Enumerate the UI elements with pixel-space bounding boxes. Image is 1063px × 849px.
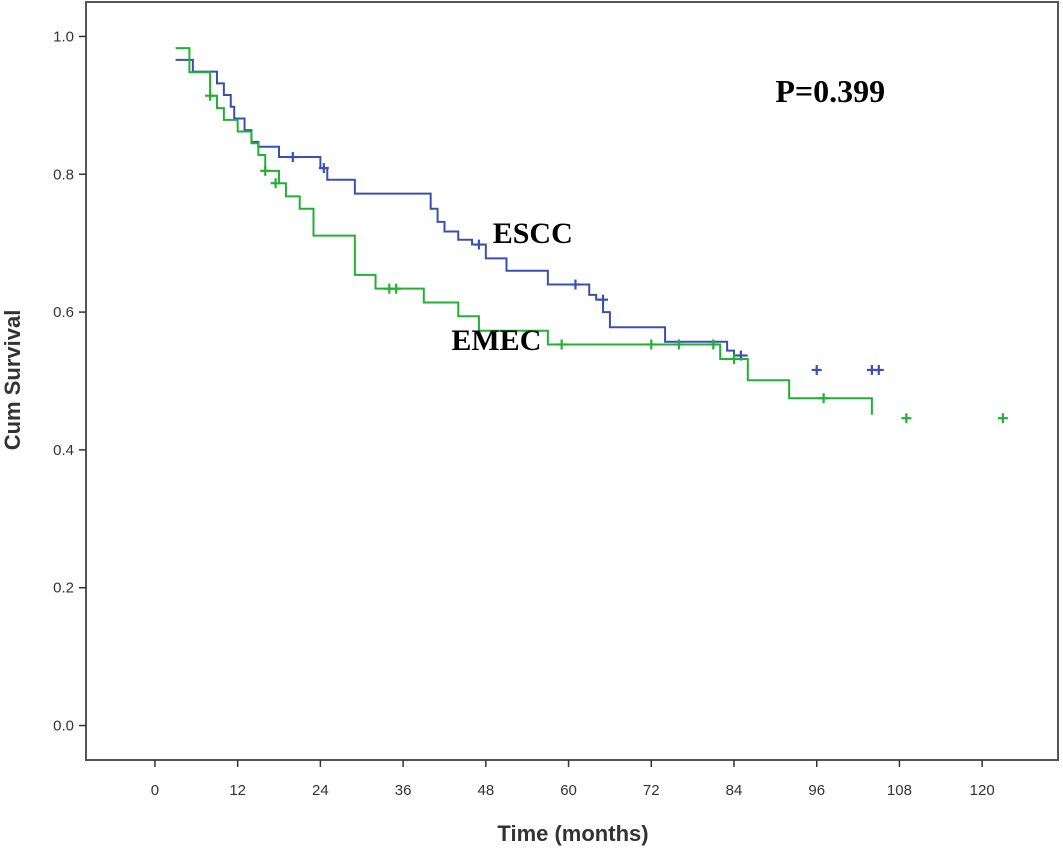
- escc-censor-mark: [598, 294, 609, 305]
- label-group: Cum Survival Time (months) P=0.399 ESCC E…: [0, 73, 885, 846]
- x-tick-label: 72: [643, 782, 660, 799]
- emec-censor-mark: [708, 339, 719, 350]
- emec-censor-mark: [391, 283, 402, 294]
- y-tick-label: 0.6: [53, 304, 74, 321]
- x-tick-label: 12: [229, 782, 246, 799]
- p-value-annotation: P=0.399: [775, 73, 885, 109]
- y-tick-label: 0.4: [53, 442, 74, 459]
- y-tick-label: 0.0: [53, 718, 74, 735]
- emec-censor-mark: [646, 339, 657, 350]
- escc-censor-mark: [318, 163, 329, 174]
- emec-censor-mark: [729, 353, 739, 364]
- x-tick-label: 108: [887, 782, 912, 799]
- emec-censor-mark: [205, 90, 216, 101]
- emec-censor-mark: [818, 393, 829, 404]
- series-label-escc: ESCC: [493, 217, 573, 250]
- x-tick-label: 84: [726, 782, 743, 799]
- escc-censor-mark: [811, 364, 822, 375]
- series-label-emec: EMEC: [451, 324, 541, 357]
- x-tick-label: 60: [560, 782, 577, 799]
- x-tick-label: 48: [477, 782, 494, 799]
- x-axis: 0 12 24 36 48 60 72 84 96 108 120: [151, 760, 995, 799]
- escc-censor-mark: [873, 364, 884, 375]
- escc-censor-mark: [287, 152, 298, 163]
- series-group: [175, 47, 1008, 424]
- emec-censor-mark: [270, 178, 281, 189]
- x-tick-label: 24: [312, 782, 329, 799]
- y-axis: 0.0 0.2 0.4 0.6 0.8 1.0: [53, 28, 86, 735]
- emec-censor-mark: [260, 165, 271, 176]
- emec-censor-mark: [556, 339, 567, 350]
- x-tick-label: 0: [151, 782, 159, 799]
- plot-frame-group: [85, 1, 1059, 761]
- x-tick-label: 36: [395, 782, 412, 799]
- y-axis-title: Cum Survival: [0, 310, 25, 451]
- emec-survival-line: [175, 47, 873, 415]
- emec-censor-mark: [673, 339, 684, 350]
- escc-censor-mark: [570, 279, 581, 290]
- escc-survival-line: [175, 58, 748, 357]
- plot-frame: [85, 1, 1059, 761]
- x-tick-label: 96: [808, 782, 825, 799]
- x-tick-label: 120: [970, 782, 995, 799]
- escc-censor-mark: [473, 239, 484, 250]
- emec-censor-mark: [901, 413, 912, 424]
- y-tick-label: 0.2: [53, 580, 74, 597]
- x-axis-title: Time (months): [497, 821, 648, 846]
- y-tick-label: 0.8: [53, 166, 74, 183]
- y-tick-label: 1.0: [53, 28, 74, 45]
- emec-censor-mark: [997, 413, 1008, 424]
